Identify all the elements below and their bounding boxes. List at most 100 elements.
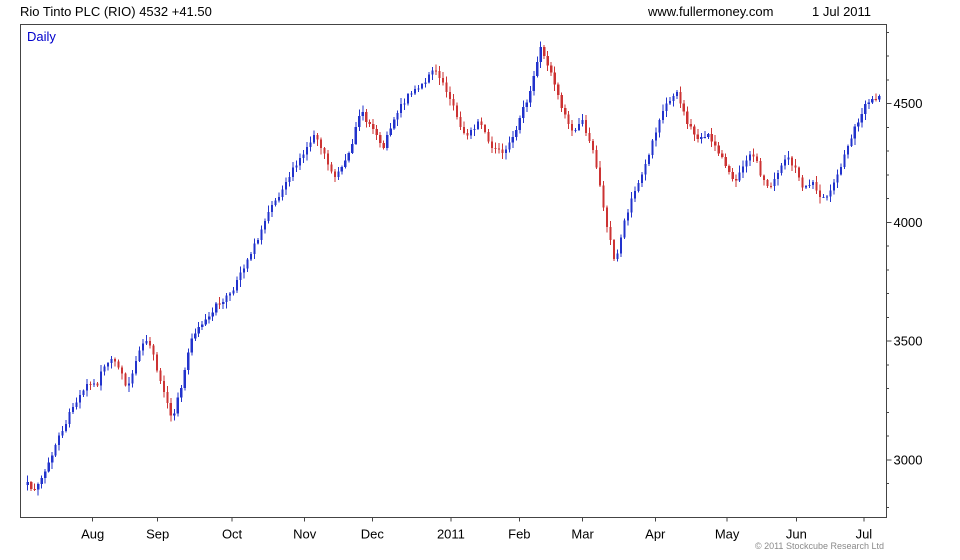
candle xyxy=(354,122,357,146)
candle xyxy=(735,174,738,187)
candle xyxy=(176,392,179,417)
x-axis-label: Nov xyxy=(293,527,317,542)
candle xyxy=(65,420,68,433)
candle xyxy=(253,238,256,260)
candle xyxy=(703,131,706,139)
candle xyxy=(120,365,124,380)
candle xyxy=(651,139,654,159)
x-axis-label: Aug xyxy=(81,527,104,542)
candle xyxy=(54,443,57,457)
candle xyxy=(829,184,832,203)
candle xyxy=(92,378,96,388)
candle xyxy=(47,457,50,473)
candle xyxy=(452,94,455,111)
date-label: 1 Jul 2011 xyxy=(812,4,872,19)
candle xyxy=(155,352,158,373)
x-axis-label: 2011 xyxy=(437,527,465,542)
candle xyxy=(654,127,657,147)
candle xyxy=(661,104,664,124)
candle xyxy=(302,149,305,164)
candle xyxy=(403,98,406,111)
candle xyxy=(588,127,591,144)
candle xyxy=(424,77,427,88)
candle xyxy=(323,147,326,159)
candle xyxy=(58,432,61,451)
candle xyxy=(358,109,361,131)
candle xyxy=(668,97,671,105)
candle xyxy=(783,155,787,170)
candle xyxy=(274,197,277,207)
candle xyxy=(721,150,724,159)
candle xyxy=(431,66,434,80)
candle xyxy=(543,44,546,60)
candle xyxy=(487,128,490,144)
candle xyxy=(637,179,640,193)
candle xyxy=(382,140,385,150)
candle xyxy=(410,91,413,98)
candle xyxy=(288,171,291,187)
candle xyxy=(836,169,839,188)
candle xyxy=(270,200,274,217)
candle xyxy=(630,192,633,218)
candle xyxy=(462,121,466,135)
x-axis-label: Jun xyxy=(786,527,807,542)
candle xyxy=(508,136,511,153)
candle xyxy=(525,99,528,113)
candle xyxy=(504,145,507,160)
x-axis-label: Jul xyxy=(856,527,873,542)
copyright-label: © 2011 Stockcube Research Ltd xyxy=(754,541,884,551)
candle xyxy=(658,118,661,138)
candle xyxy=(693,124,696,142)
candle xyxy=(626,209,630,226)
candle xyxy=(595,145,598,170)
candle xyxy=(372,119,375,135)
candle xyxy=(134,355,138,376)
candle xyxy=(546,50,549,72)
candle xyxy=(731,167,734,182)
candle xyxy=(194,328,197,341)
candle xyxy=(640,171,644,188)
candle xyxy=(169,398,172,422)
candle xyxy=(85,378,89,397)
timeframe-label: Daily xyxy=(27,29,56,44)
candle xyxy=(581,114,584,127)
candle xyxy=(326,149,329,171)
candle xyxy=(550,61,553,76)
candle xyxy=(871,95,874,104)
candle xyxy=(263,218,267,234)
candle xyxy=(466,128,469,140)
candle xyxy=(578,117,581,132)
candle xyxy=(843,149,846,169)
candle xyxy=(110,355,113,369)
candle xyxy=(480,117,483,129)
candle xyxy=(497,142,500,154)
candle xyxy=(707,132,710,140)
candle xyxy=(33,483,36,492)
candle xyxy=(75,397,78,410)
candle xyxy=(738,165,741,182)
x-axis-label: May xyxy=(715,527,740,542)
candle xyxy=(89,381,92,391)
candle xyxy=(763,174,766,186)
candle xyxy=(647,153,651,167)
candle xyxy=(804,184,808,190)
candle xyxy=(211,307,214,321)
candle xyxy=(159,368,162,384)
candle xyxy=(675,90,678,99)
candle xyxy=(644,159,647,181)
candle xyxy=(609,220,612,245)
candle xyxy=(96,381,99,388)
website-link[interactable]: www.fullermoney.com xyxy=(648,4,774,19)
candle xyxy=(72,402,75,414)
candle xyxy=(208,312,211,324)
candle xyxy=(860,108,863,128)
y-axis-label: 4500 xyxy=(894,96,923,111)
candle xyxy=(441,71,445,86)
candle xyxy=(564,104,567,119)
candle xyxy=(515,126,518,141)
candle xyxy=(773,172,776,192)
candle xyxy=(560,92,563,113)
candle xyxy=(222,298,225,310)
candle xyxy=(445,76,448,98)
